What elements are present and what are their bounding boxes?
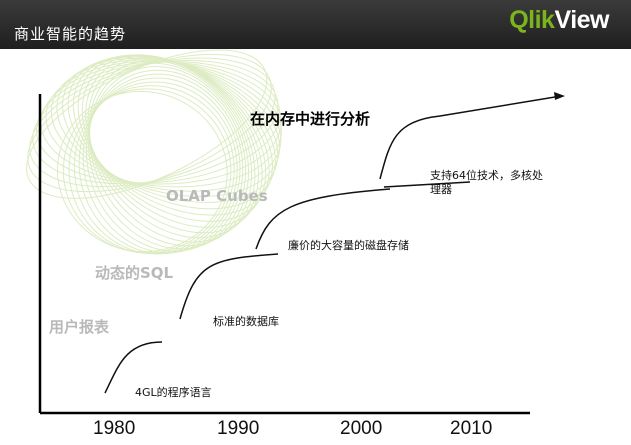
year-label-1990: 1990 — [217, 418, 259, 440]
era-label-reports: 用户报表 — [49, 316, 109, 337]
year-label-1980: 1980 — [93, 418, 135, 440]
tech-label-4gl: 4GL的程序语言 — [135, 384, 212, 400]
logo-suffix: View — [554, 6, 609, 34]
page-title: 商业智能的趋势 — [14, 23, 126, 44]
tech-label-multicore-line2: 理器 — [430, 181, 452, 197]
curve-sql-era — [180, 254, 278, 319]
year-label-2010: 2010 — [450, 418, 492, 440]
header-bar: 商业智能的趋势 QlikView — [0, 0, 631, 49]
logo-prefix: Qlik — [509, 6, 554, 34]
qlikview-logo: QlikView — [509, 6, 609, 35]
era-label-dynamic-sql: 动态的SQL — [95, 262, 173, 283]
year-label-2000: 2000 — [340, 418, 382, 440]
decorative-swirl — [6, 49, 301, 275]
tech-label-cheap-disk: 廉价的大容量的磁盘存储 — [288, 237, 409, 253]
arrowhead — [554, 92, 565, 100]
tech-label-standard-db: 标准的数据库 — [213, 313, 279, 329]
era-label-olap: OLAP Cubes — [166, 187, 268, 205]
era-label-in-memory: 在内存中进行分析 — [250, 108, 370, 129]
